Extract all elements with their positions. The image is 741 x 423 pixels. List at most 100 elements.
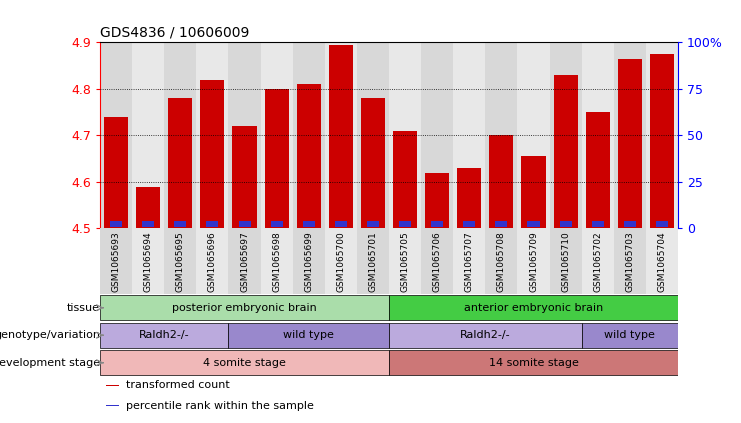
Bar — [485, 228, 517, 294]
Text: GSM1065694: GSM1065694 — [144, 232, 153, 292]
Text: GSM1065708: GSM1065708 — [497, 232, 506, 292]
Text: GSM1065709: GSM1065709 — [529, 232, 538, 292]
Bar — [389, 350, 678, 375]
Bar — [325, 42, 357, 228]
Bar — [142, 222, 154, 227]
Text: GSM1065699: GSM1065699 — [305, 232, 313, 292]
Bar — [421, 228, 453, 294]
Bar — [496, 222, 508, 227]
Text: transformed count: transformed count — [126, 380, 230, 390]
Bar — [168, 98, 193, 228]
Bar — [646, 228, 678, 294]
Text: GSM1065696: GSM1065696 — [208, 232, 217, 292]
Bar — [485, 42, 517, 228]
Bar — [200, 80, 225, 228]
Bar — [136, 187, 160, 228]
Text: GSM1065700: GSM1065700 — [336, 232, 345, 292]
Bar — [614, 228, 646, 294]
Bar — [357, 228, 389, 294]
Bar — [453, 228, 485, 294]
Bar — [228, 323, 389, 348]
Bar — [389, 323, 582, 348]
Bar — [293, 228, 325, 294]
Bar — [582, 42, 614, 228]
Text: percentile rank within the sample: percentile rank within the sample — [126, 401, 314, 411]
Bar — [585, 112, 610, 228]
Text: GSM1065698: GSM1065698 — [272, 232, 281, 292]
Text: GSM1065707: GSM1065707 — [465, 232, 473, 292]
Bar — [425, 173, 449, 228]
Bar — [550, 228, 582, 294]
Bar — [389, 42, 421, 228]
Bar — [582, 323, 678, 348]
Bar — [100, 228, 132, 294]
Bar — [421, 42, 453, 228]
Bar — [592, 222, 604, 227]
Bar — [100, 350, 389, 375]
Text: Raldh2-/-: Raldh2-/- — [460, 330, 511, 340]
Bar — [389, 228, 421, 294]
Bar — [618, 59, 642, 228]
Text: Raldh2-/-: Raldh2-/- — [139, 330, 190, 340]
Text: tissue: tissue — [67, 303, 100, 313]
Bar — [431, 222, 443, 227]
Text: development stage: development stage — [0, 358, 100, 368]
Bar — [196, 42, 228, 228]
Bar — [650, 54, 674, 228]
Text: anterior embryonic brain: anterior embryonic brain — [464, 303, 603, 313]
Bar — [239, 222, 250, 227]
Bar — [559, 221, 571, 227]
Bar — [325, 228, 357, 294]
Bar — [554, 75, 578, 228]
Bar — [100, 295, 389, 320]
Text: GSM1065695: GSM1065695 — [176, 232, 185, 292]
Text: 14 somite stage: 14 somite stage — [488, 358, 579, 368]
Bar — [614, 42, 646, 228]
Bar — [265, 89, 289, 228]
Bar — [489, 135, 514, 228]
Bar — [228, 228, 261, 294]
Bar — [303, 221, 315, 227]
Bar — [165, 42, 196, 228]
Text: GSM1065706: GSM1065706 — [433, 232, 442, 292]
Text: GSM1065693: GSM1065693 — [112, 232, 121, 292]
Bar — [335, 221, 347, 227]
Text: wild type: wild type — [605, 330, 655, 340]
Bar — [207, 221, 219, 227]
Text: GDS4836 / 10606009: GDS4836 / 10606009 — [100, 26, 250, 40]
Bar — [196, 228, 228, 294]
Bar — [106, 385, 119, 386]
Bar — [104, 117, 128, 228]
Bar — [228, 42, 261, 228]
Text: genotype/variation: genotype/variation — [0, 330, 100, 340]
Bar — [357, 42, 389, 228]
Bar — [106, 405, 119, 407]
Bar — [367, 222, 379, 227]
Bar — [550, 42, 582, 228]
Bar — [233, 126, 256, 228]
Bar — [646, 42, 678, 228]
Bar — [393, 131, 417, 228]
Text: GSM1065710: GSM1065710 — [561, 232, 570, 292]
Text: GSM1065705: GSM1065705 — [401, 232, 410, 292]
Bar — [261, 42, 293, 228]
Bar — [517, 42, 550, 228]
Bar — [165, 228, 196, 294]
Bar — [463, 222, 475, 227]
Bar — [457, 168, 482, 228]
Bar — [389, 295, 678, 320]
Bar — [528, 222, 539, 227]
Bar — [100, 42, 132, 228]
Bar — [624, 221, 636, 227]
Bar — [293, 42, 325, 228]
Bar — [453, 42, 485, 228]
Bar — [174, 221, 186, 227]
Bar — [517, 228, 550, 294]
Text: GSM1065697: GSM1065697 — [240, 232, 249, 292]
Text: GSM1065701: GSM1065701 — [368, 232, 377, 292]
Text: GSM1065702: GSM1065702 — [594, 232, 602, 292]
Bar — [261, 228, 293, 294]
Bar — [132, 42, 165, 228]
Bar — [656, 221, 668, 227]
Text: posterior embryonic brain: posterior embryonic brain — [172, 303, 317, 313]
